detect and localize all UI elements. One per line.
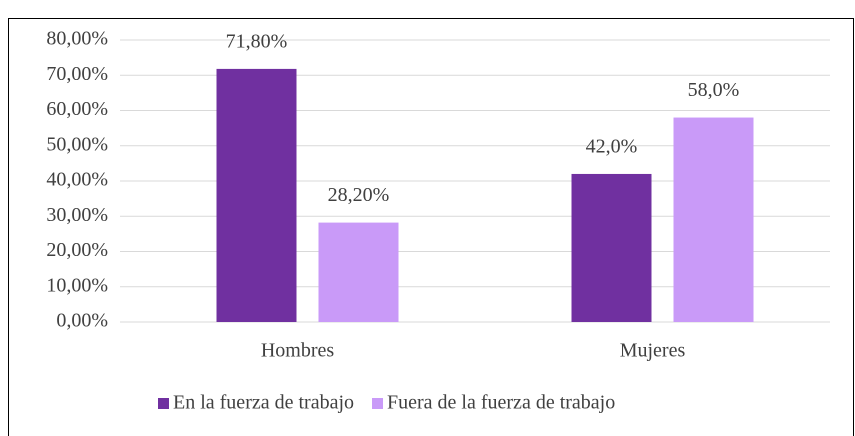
y-tick-label: 50,00% xyxy=(46,133,108,155)
legend-label: En la fuerza de trabajo xyxy=(173,392,354,414)
y-tick-label: 40,00% xyxy=(46,169,108,191)
bar xyxy=(571,173,652,322)
y-tick-label: 80,00% xyxy=(46,28,108,50)
y-tick-label: 20,00% xyxy=(46,239,108,261)
legend-swatch xyxy=(372,398,384,409)
y-tick-label: 70,00% xyxy=(46,63,108,85)
y-tick-label: 60,00% xyxy=(46,98,108,120)
legend-label: Fuera de la fuerza de trabajo xyxy=(387,392,615,414)
y-tick-label: 0,00% xyxy=(56,310,108,332)
y-tick-label: 10,00% xyxy=(46,274,108,296)
bar xyxy=(673,117,754,322)
value-label: 71,80% xyxy=(226,30,288,52)
y-tick-label: 30,00% xyxy=(46,204,108,226)
x-tick-label: Hombres xyxy=(261,340,335,362)
value-label: 42,0% xyxy=(586,136,638,158)
value-label: 58,0% xyxy=(688,79,740,101)
bar xyxy=(216,68,297,322)
legend-swatch xyxy=(158,398,169,409)
value-label: 28,20% xyxy=(328,184,390,206)
bar xyxy=(318,222,399,322)
x-tick-label: Mujeres xyxy=(620,340,686,362)
